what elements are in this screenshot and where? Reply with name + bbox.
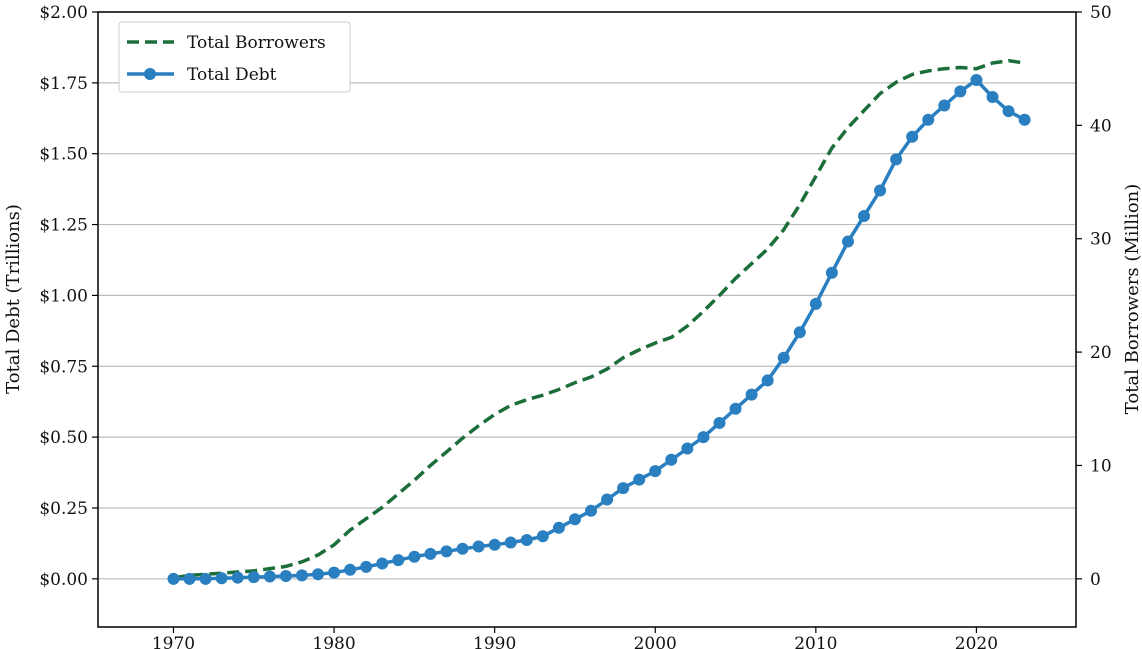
total-debt-point	[295, 569, 308, 582]
total-debt-point	[552, 521, 565, 534]
total-debt-point	[681, 442, 694, 455]
plot-frame	[97, 11, 1077, 628]
total-debt-point	[167, 572, 180, 585]
total-debt-point	[1018, 113, 1031, 126]
series-layer	[167, 58, 1031, 585]
total-debt-point	[376, 557, 389, 570]
total-debt-point	[793, 326, 806, 339]
total-debt-point	[247, 571, 260, 584]
y-right-tick-label: 50	[1090, 3, 1112, 23]
total-debt-point	[986, 91, 999, 104]
grid-lines	[98, 11, 1076, 580]
total-debt-point	[520, 533, 533, 546]
right-y-axis-title: Total Borrowers (Million)	[1122, 184, 1142, 415]
total-debt-point	[536, 530, 549, 543]
total-debt-point	[858, 210, 871, 223]
total-debt-point	[263, 570, 276, 583]
y-left-tick-label: $1.75	[39, 74, 88, 94]
y-left-tick-label: $0.25	[39, 499, 88, 519]
total-debt-point	[360, 560, 373, 573]
y-right-tick-label: 30	[1090, 230, 1112, 250]
legend-borrowers-label: Total Borrowers	[187, 33, 326, 53]
total-debt-point	[633, 473, 646, 486]
total-debt-point	[344, 563, 357, 576]
total-debt-point	[328, 566, 341, 579]
y-left-tick-label: $2.00	[39, 3, 88, 23]
total-debt-point	[279, 569, 292, 582]
y-left-tick-label: $1.50	[39, 145, 88, 165]
total-debt-point	[199, 572, 212, 585]
legend: Total Borrowers Total Debt	[118, 21, 351, 93]
total-debt-point	[649, 465, 662, 478]
total-debt-point	[729, 402, 742, 415]
x-tick-label: 1990	[473, 634, 516, 649]
total-debt-point	[761, 374, 774, 387]
total-debt-point	[874, 184, 887, 197]
left-y-axis-title: Total Debt (Trillions)	[3, 204, 24, 394]
total-debt-point	[392, 554, 405, 567]
x-tick-label: 1970	[152, 634, 195, 649]
total-debt-point	[1002, 105, 1015, 118]
y-right-tick-label: 20	[1090, 343, 1112, 363]
total-debt-point	[970, 74, 983, 87]
total-debt-point	[906, 130, 919, 143]
total-debt-point	[841, 235, 854, 248]
total-debt-point	[472, 540, 485, 553]
legend-debt-marker	[144, 68, 156, 80]
x-axis: 1970 1980 1990 2000 2010 2020	[152, 627, 998, 649]
right-y-axis: 0 10 20 30 40 50	[1076, 3, 1112, 590]
y-left-tick-label: $0.00	[39, 570, 88, 590]
x-tick-label: 2010	[794, 634, 837, 649]
total-borrowers-line	[173, 58, 1025, 580]
x-tick-label: 2020	[955, 634, 998, 649]
y-right-tick-label: 10	[1090, 456, 1112, 476]
total-debt-point	[585, 504, 598, 517]
total-debt-point	[713, 416, 726, 429]
total-debt-point	[938, 99, 951, 112]
total-debt-point	[665, 453, 678, 466]
total-debt-point	[312, 568, 325, 581]
y-left-tick-label: $0.50	[39, 428, 88, 448]
total-debt-point	[568, 513, 581, 526]
y-left-tick-label: $0.75	[39, 357, 88, 377]
legend-box	[118, 21, 351, 93]
left-y-axis: $0.00 $0.25 $0.50 $0.75 $1.00 $1.25 $1.50 $1.75…	[39, 3, 98, 590]
y-right-tick-label: 40	[1090, 116, 1112, 136]
total-debt-point	[954, 85, 967, 98]
total-debt-point	[215, 572, 228, 585]
total-debt-point	[697, 431, 710, 444]
total-debt-point	[231, 571, 244, 584]
total-debt-point	[488, 538, 501, 551]
total-debt-point	[825, 266, 838, 279]
legend-debt-label: Total Debt	[187, 65, 277, 85]
x-tick-label: 1980	[312, 634, 355, 649]
total-debt-point	[183, 572, 196, 585]
total-debt-point	[408, 550, 421, 563]
total-debt-point	[601, 493, 614, 506]
total-debt-point	[922, 113, 935, 126]
total-debt-point	[440, 545, 453, 558]
y-right-tick-label: 0	[1090, 570, 1101, 590]
total-debt-point	[424, 547, 437, 560]
total-debt-point	[504, 536, 517, 549]
total-debt-point	[617, 482, 630, 495]
y-left-tick-label: $1.25	[39, 216, 88, 236]
y-left-tick-label: $1.00	[39, 286, 88, 306]
x-tick-label: 2000	[634, 634, 677, 649]
total-debt-point	[745, 388, 758, 401]
total-debt-point	[456, 542, 469, 555]
total-debt-point	[890, 153, 903, 166]
total-debt-point	[809, 297, 822, 310]
total-debt-point	[777, 351, 790, 364]
